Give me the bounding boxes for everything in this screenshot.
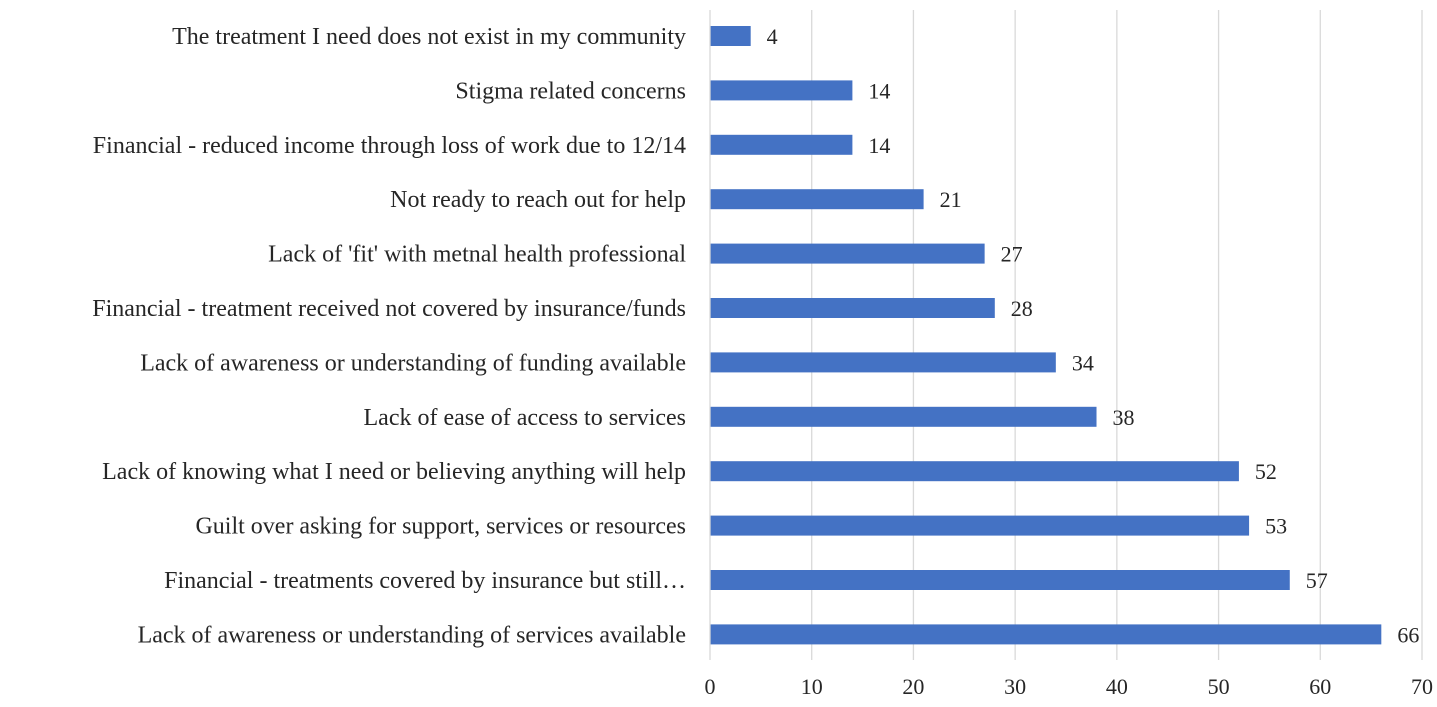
category-labels: The treatment I need does not exist in m… [92,24,686,648]
x-tick-label: 10 [801,674,823,699]
bar [710,189,924,209]
bar [710,26,751,46]
bar [710,135,852,155]
bars [710,26,1381,644]
bar [710,298,995,318]
x-tick-label: 60 [1309,674,1331,699]
gridlines [812,10,1422,660]
bar [710,80,852,100]
category-label: Stigma related concerns [455,78,686,104]
category-label: Lack of 'fit' with metnal health profess… [268,242,686,268]
category-label: Lack of knowing what I need or believing… [102,459,686,485]
category-label: Lack of awareness or understanding of fu… [140,350,686,376]
bar [710,244,985,264]
bar [710,516,1249,536]
x-tick-label: 50 [1208,674,1230,699]
data-label: 14 [868,78,890,103]
data-label: 27 [1001,242,1023,267]
x-tick-label: 0 [705,674,716,699]
category-label: Lack of ease of access to services [364,405,687,431]
category-label: Financial - reduced income through loss … [93,133,686,159]
x-tick-label: 70 [1411,674,1433,699]
category-label: Not ready to reach out for help [390,187,686,213]
x-tick-label: 20 [902,674,924,699]
bar [710,352,1056,372]
bar [710,624,1381,644]
category-label: Lack of awareness or understanding of se… [138,622,686,648]
data-label: 57 [1306,568,1328,593]
data-label: 14 [868,133,890,158]
data-label: 52 [1255,459,1277,484]
value-labels: 4 14 14 21 27 28 34 38 52 53 57 66 [767,24,1420,647]
category-label: Financial - treatments covered by insura… [164,568,686,594]
x-tick-labels: 0 10 20 30 40 50 60 70 [705,674,1434,699]
data-label: 28 [1011,296,1033,321]
data-label: 34 [1072,350,1094,375]
data-label: 38 [1113,405,1135,430]
category-label: Financial - treatment received not cover… [92,296,686,322]
data-label: 53 [1265,514,1287,539]
bar [710,570,1290,590]
data-label: 4 [767,24,778,49]
bar [710,461,1239,481]
data-label: 21 [940,187,962,212]
category-label: Guilt over asking for support, services … [195,514,686,540]
data-label: 66 [1397,622,1419,647]
x-tick-label: 40 [1106,674,1128,699]
bar [710,407,1097,427]
category-label: The treatment I need does not exist in m… [172,24,686,50]
x-tick-label: 30 [1004,674,1026,699]
